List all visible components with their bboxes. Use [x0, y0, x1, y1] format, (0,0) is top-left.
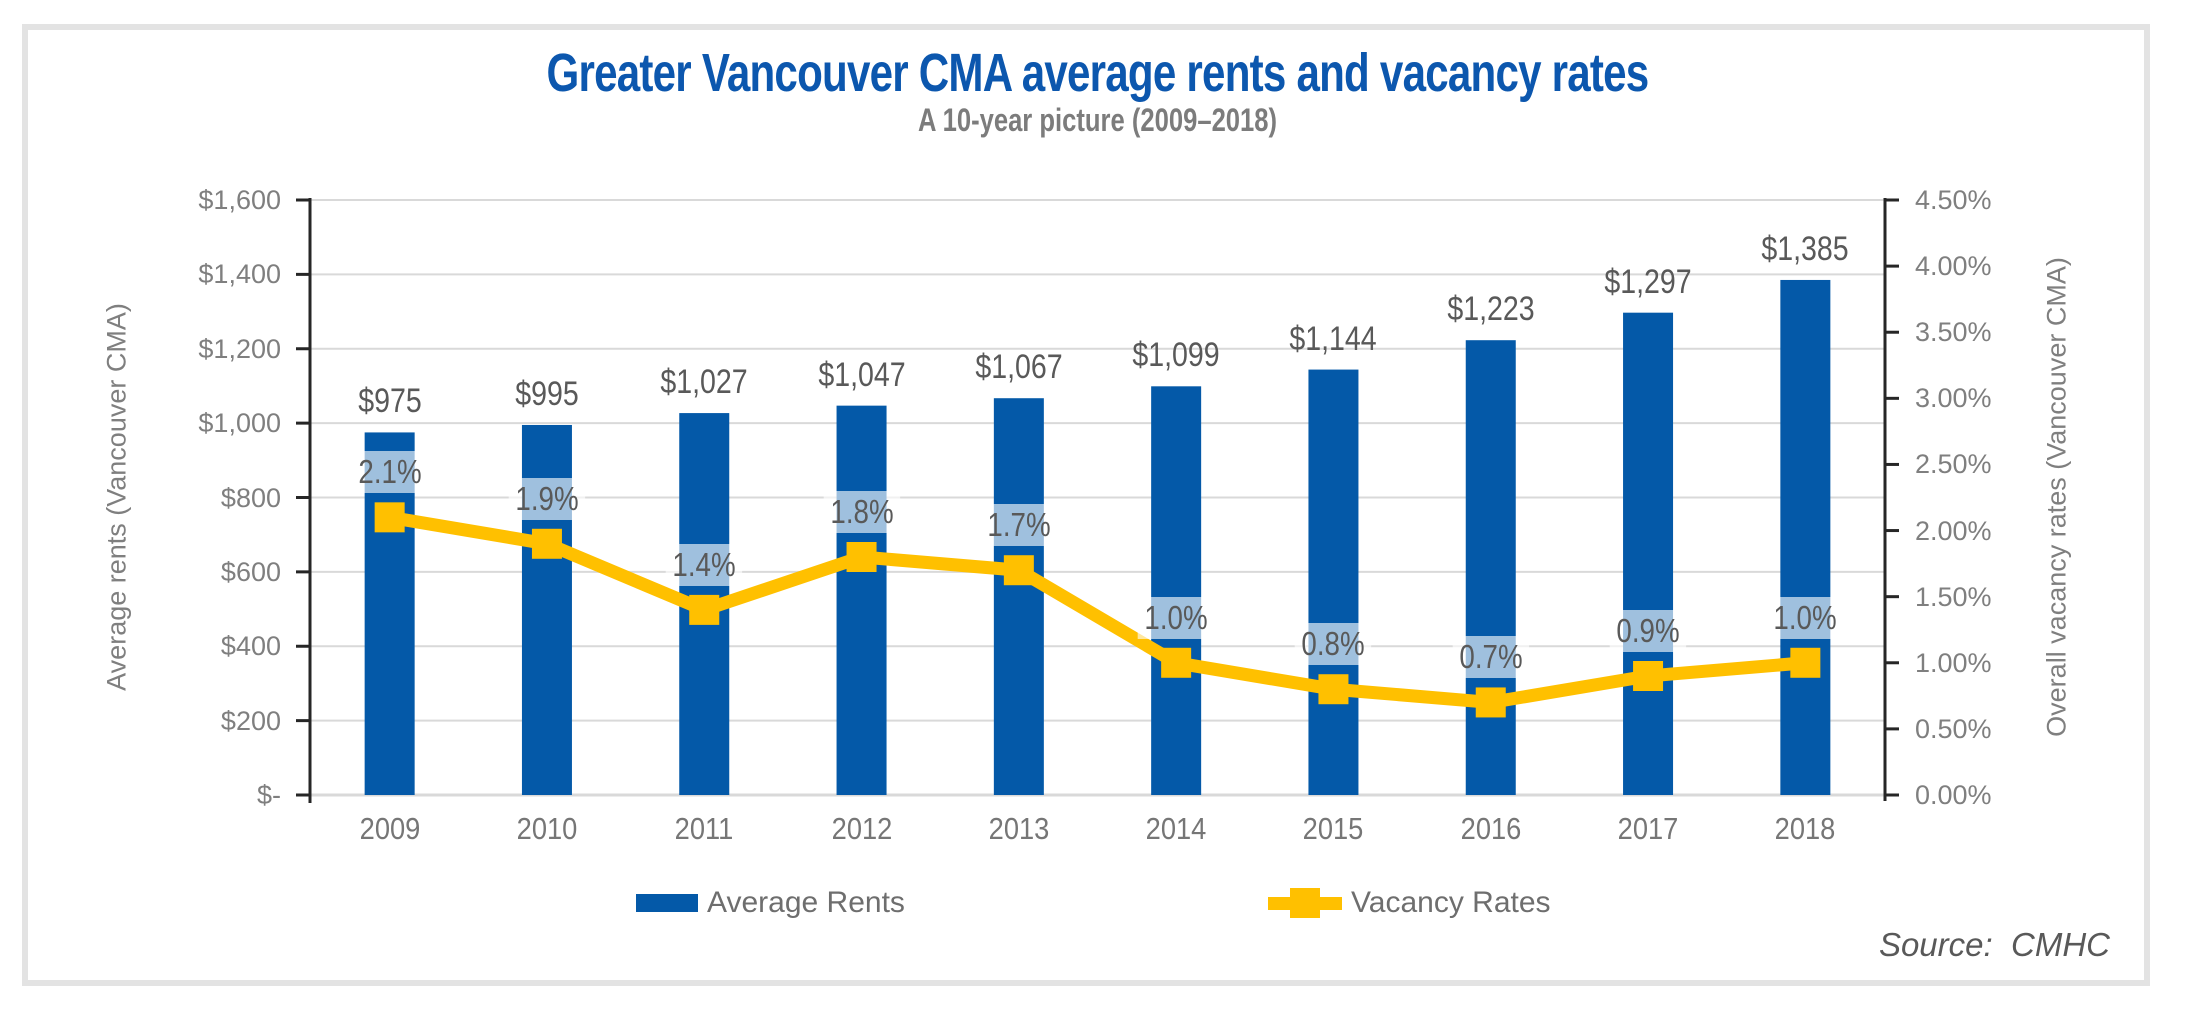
bar-2016 — [1465, 340, 1516, 795]
vacancy-line — [388, 510, 1806, 709]
legend-item-vacancy-rates: Vacancy Rates — [1268, 886, 1551, 920]
average-rents-swatch — [636, 894, 698, 912]
vacancy-marker-2016 — [1475, 687, 1506, 718]
vacancy-marker-2009 — [374, 502, 405, 533]
right-axis-title: Overall vacancy rates (Vancouver CMA) — [2041, 257, 2072, 737]
bar-2018 — [1780, 279, 1831, 795]
vacancy-marker-2012 — [846, 542, 877, 572]
vacancy-marker-2014 — [1161, 647, 1192, 678]
left-axis-title: Average rents (Vancouver CMA) — [101, 303, 132, 691]
legend-label-vacancy-rates: Vacancy Rates — [1351, 886, 1551, 919]
bar-2012 — [836, 405, 887, 795]
legend-item-average-rents: Average Rents — [636, 886, 905, 920]
source-note: Source: CMHC — [1878, 926, 2110, 963]
vacancy-swatch-marker — [1290, 888, 1320, 918]
vacancy-rates-swatch — [1268, 888, 1342, 918]
chart-title: Greater Vancouver CMA average rents and … — [546, 43, 1650, 103]
vacancy-marker-2013 — [1003, 555, 1034, 586]
bar-2014 — [1151, 386, 1202, 795]
vacancy-marker-2010 — [531, 528, 562, 559]
bar-2017 — [1623, 312, 1674, 795]
vacancy-marker-2018 — [1790, 647, 1821, 678]
vacancy-marker-2017 — [1633, 661, 1664, 691]
chart-subtitle: A 10-year picture (2009–2018) — [917, 102, 1278, 138]
bar-2010 — [521, 424, 572, 795]
vacancy-marker-2011 — [689, 594, 720, 625]
bar-2009 — [364, 432, 415, 795]
bar-2015 — [1308, 369, 1359, 795]
bar-2013 — [993, 398, 1044, 795]
legend-label-average-rents: Average Rents — [707, 886, 905, 919]
vacancy-marker-2015 — [1318, 674, 1349, 705]
